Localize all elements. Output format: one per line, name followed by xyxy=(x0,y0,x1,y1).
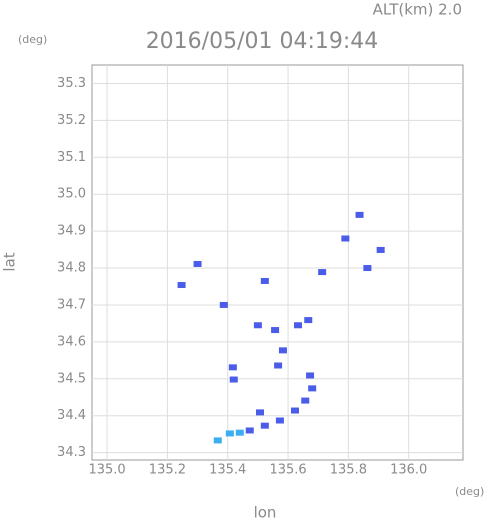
echo-point xyxy=(341,235,350,242)
echo-point xyxy=(304,317,313,324)
echo-point xyxy=(271,327,280,334)
echo-point xyxy=(235,429,244,436)
echo-point xyxy=(225,430,234,437)
x-tick-label: 135.2 xyxy=(149,463,186,478)
echo-point xyxy=(228,364,237,371)
echo-point xyxy=(274,362,283,369)
x-tick-label: 135.6 xyxy=(269,463,306,478)
y-tick-label: 34.9 xyxy=(57,224,86,239)
y-tick-label: 34.4 xyxy=(57,408,86,423)
x-tick-label: 135.4 xyxy=(209,463,246,478)
echo-point xyxy=(308,385,317,392)
x-tick-label: 135.0 xyxy=(88,463,125,478)
echo-point xyxy=(318,269,327,276)
x-axis-label: lon xyxy=(254,504,277,522)
echo-point xyxy=(275,417,284,424)
echo-point xyxy=(301,397,310,404)
echo-point xyxy=(177,282,186,289)
y-tick-label: 34.3 xyxy=(57,445,86,460)
echo-point xyxy=(355,211,364,218)
echo-point xyxy=(260,277,269,284)
echo-point xyxy=(278,347,287,354)
y-tick-label: 35.1 xyxy=(57,150,86,165)
y-tick-label: 34.5 xyxy=(57,371,86,386)
y-tick-label: 35.3 xyxy=(57,76,86,91)
echo-point xyxy=(363,265,372,272)
echo-point xyxy=(253,322,262,329)
chart-subtitle: ALT(km) 2.0 xyxy=(373,1,462,19)
y-tick-label: 34.6 xyxy=(57,334,86,349)
y-unit: (deg) xyxy=(18,33,47,46)
y-axis-label: lat xyxy=(1,252,19,271)
echo-point xyxy=(256,409,265,416)
x-tick-label: 135.8 xyxy=(330,463,367,478)
echo-point xyxy=(376,246,385,253)
x-tick-label: 136.0 xyxy=(390,463,427,478)
echo-point xyxy=(260,422,269,429)
echo-point xyxy=(213,437,222,444)
y-tick-label: 35.2 xyxy=(57,113,86,128)
chart-title: 2016/05/01 04:19:44 xyxy=(146,29,379,54)
x-unit: (deg) xyxy=(455,485,484,498)
echo-point xyxy=(245,427,254,434)
echo-point xyxy=(306,372,315,379)
plot-frame xyxy=(91,64,464,461)
echo-point xyxy=(219,301,228,308)
y-tick-label: 35.0 xyxy=(57,187,86,202)
echo-point xyxy=(294,322,303,329)
echo-point xyxy=(229,376,238,383)
echo-point xyxy=(193,260,202,267)
echo-point xyxy=(290,407,299,414)
y-tick-label: 34.8 xyxy=(57,261,86,276)
y-tick-label: 34.7 xyxy=(57,297,86,312)
